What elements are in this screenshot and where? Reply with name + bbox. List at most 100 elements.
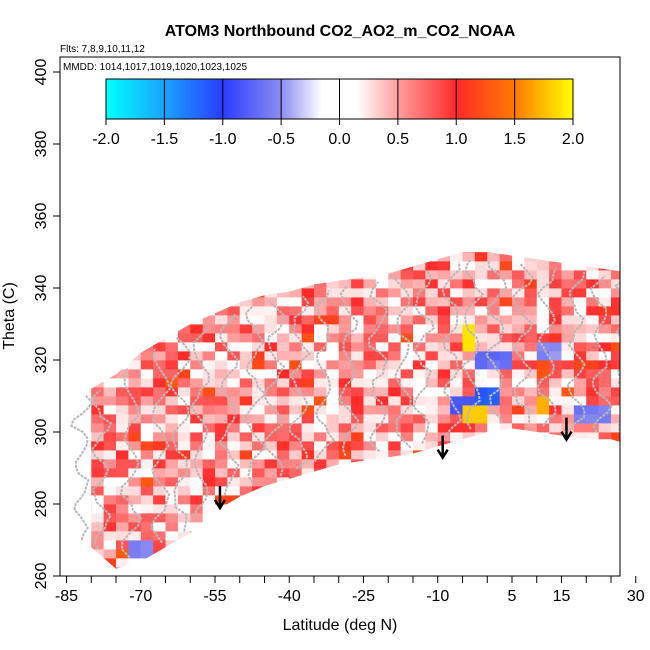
heatmap-cell (388, 387, 402, 397)
heatmap-cell (215, 477, 228, 487)
heatmap-cell (474, 279, 488, 289)
heatmap-cell (338, 396, 352, 406)
colorbar-ticks: -2.0 -1.5 -1.0 -0.5 0.0 0.5 1.0 1.5 2.0 (92, 79, 584, 148)
heatmap-cell (252, 468, 265, 478)
heatmap-cell (153, 495, 166, 505)
heatmap-cell (400, 351, 414, 361)
heatmap-cell (487, 306, 501, 316)
heatmap-cell (536, 378, 550, 388)
heatmap-cell (165, 522, 179, 532)
heatmap-cell (91, 369, 105, 379)
heatmap-cell (561, 351, 575, 361)
heatmap-cell (128, 342, 142, 352)
heatmap-cell (264, 486, 278, 496)
flight-trace (149, 348, 171, 544)
heatmap-cell (573, 405, 587, 415)
heatmap-cell (103, 414, 117, 424)
heatmap-cell (598, 423, 612, 433)
heatmap-cell (165, 495, 179, 505)
heatmap-cell (425, 306, 439, 316)
heatmap-cell (202, 504, 216, 514)
heatmap-cell (91, 378, 92, 388)
heatmap-cell (289, 288, 303, 298)
heatmap-cell (301, 288, 315, 298)
heatmap-cell (289, 270, 303, 280)
heatmap-cell (91, 396, 105, 406)
heatmap-cell (252, 315, 265, 325)
heatmap-cell (351, 306, 364, 316)
heatmap-cell (536, 405, 550, 415)
heatmap-cell (289, 360, 303, 370)
heatmap-cell (128, 432, 142, 442)
heatmap-cell (425, 297, 439, 307)
heatmap-cell (487, 288, 501, 298)
heatmap-cell (636, 423, 649, 432)
heatmap-cell (573, 261, 587, 271)
heatmap-cell (227, 504, 241, 514)
heatmap-cell (116, 432, 129, 442)
heatmap-cell (91, 387, 92, 397)
heatmap-cell (264, 315, 278, 325)
heatmap-cell (103, 486, 117, 496)
heatmap-cell (91, 405, 105, 415)
heatmap-cell (91, 522, 105, 532)
y-tick-label: 260 (33, 563, 50, 590)
heatmap-cell (487, 414, 501, 424)
heatmap-cell (227, 315, 241, 325)
heatmap-cell (573, 369, 587, 379)
heatmap-cell (536, 279, 550, 289)
heatmap-cell (116, 441, 129, 451)
heatmap-cell (215, 315, 228, 325)
heatmap-cell (116, 387, 129, 397)
heatmap-cell (363, 396, 377, 406)
heatmap-cell (425, 459, 439, 469)
heatmap-cell (326, 441, 340, 451)
heatmap-cell (165, 477, 179, 487)
heatmap-cell (598, 378, 612, 388)
heatmap-cell (636, 432, 649, 441)
heatmap-cell (326, 450, 340, 460)
heatmap-cell (326, 288, 340, 298)
heatmap-cell (239, 459, 253, 469)
heatmap-cell (388, 270, 402, 280)
heatmap-cell (301, 441, 315, 451)
heatmap-cell (499, 270, 513, 280)
heatmap-cell (252, 288, 265, 298)
heatmap-cell (474, 333, 488, 343)
heatmap-cell (636, 342, 649, 351)
heatmap-cell (388, 315, 402, 325)
heatmap-cell (91, 513, 105, 523)
heatmap-cell (91, 459, 105, 469)
heatmap-cell (301, 378, 315, 388)
heatmap-cell (91, 540, 105, 550)
heatmap-cell (67, 405, 80, 414)
heatmap-cell (512, 324, 525, 334)
heatmap-cell (202, 459, 216, 469)
heatmap-cell (549, 288, 562, 298)
heatmap-cell (128, 513, 142, 523)
heatmap-cell (524, 387, 538, 397)
heatmap-cell (623, 405, 636, 414)
flights-subtitle: Flts: 7,8,9,10,11,12 (60, 44, 145, 55)
heatmap-cell (215, 297, 228, 307)
heatmap-cell (190, 423, 204, 433)
heatmap-cell (91, 378, 105, 388)
heatmap-cell (375, 270, 389, 280)
heatmap-cell (91, 504, 92, 514)
heatmap-cell (202, 297, 216, 307)
heatmap-cell (338, 459, 352, 469)
flight-trace (391, 275, 412, 449)
heatmap-cell (524, 423, 538, 433)
flight-traces (70, 258, 620, 559)
heatmap-cell (351, 450, 364, 460)
heatmap-cell (499, 252, 513, 262)
heatmap-cell (413, 387, 426, 397)
heatmap-cell (437, 414, 451, 424)
heatmap-cell (140, 432, 154, 442)
heatmap-cell (116, 423, 129, 433)
heatmap-cell (636, 261, 649, 270)
heatmap-cell (474, 252, 488, 253)
heatmap-cell (499, 306, 513, 316)
heatmap-cell (153, 342, 166, 352)
heatmap-cell (177, 513, 191, 523)
